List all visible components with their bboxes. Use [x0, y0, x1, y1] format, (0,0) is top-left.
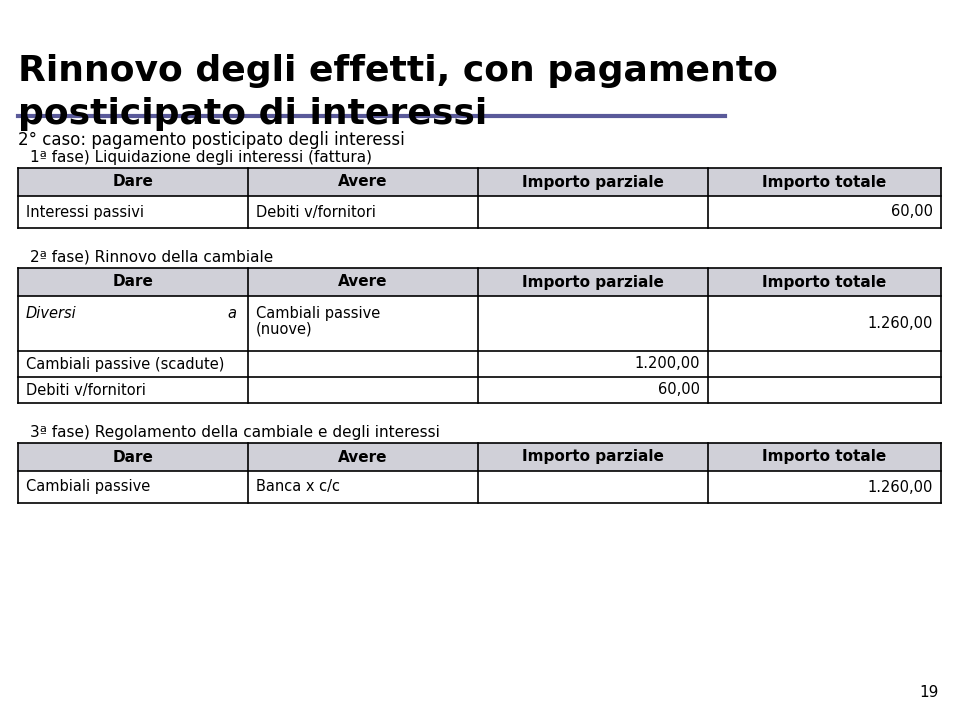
Text: 2° caso: pagamento posticipato degli interessi: 2° caso: pagamento posticipato degli int…: [18, 131, 405, 149]
Text: Avere: Avere: [339, 274, 387, 289]
Text: Importo totale: Importo totale: [762, 274, 887, 289]
Text: Avere: Avere: [339, 450, 387, 465]
Text: Dare: Dare: [112, 174, 153, 189]
Text: 3ª fase) Regolamento della cambiale e degli interessi: 3ª fase) Regolamento della cambiale e de…: [30, 425, 440, 440]
Text: Importo totale: Importo totale: [762, 174, 887, 189]
Text: 60,00: 60,00: [658, 383, 700, 398]
Text: Cambiali passive: Cambiali passive: [26, 480, 151, 495]
Text: Debiti v/fornitori: Debiti v/fornitori: [256, 204, 376, 219]
Text: Importo totale: Importo totale: [762, 450, 887, 465]
Text: posticipato di interessi: posticipato di interessi: [18, 97, 487, 131]
Bar: [18, 168, 941, 196]
Text: Dare: Dare: [112, 274, 153, 289]
Bar: [18, 443, 941, 471]
Text: Diversi: Diversi: [26, 306, 77, 321]
Text: 1ª fase) Liquidazione degli interessi (fattura): 1ª fase) Liquidazione degli interessi (f…: [30, 150, 372, 165]
Text: 2ª fase) Rinnovo della cambiale: 2ª fase) Rinnovo della cambiale: [30, 250, 273, 265]
Text: 1.260,00: 1.260,00: [868, 480, 933, 495]
Text: 1.260,00: 1.260,00: [868, 316, 933, 331]
Text: 19: 19: [920, 685, 939, 700]
Bar: [18, 268, 941, 296]
Text: 1.200,00: 1.200,00: [635, 356, 700, 371]
Text: Interessi passivi: Interessi passivi: [26, 204, 144, 219]
Text: Cambiali passive (scadute): Cambiali passive (scadute): [26, 356, 224, 371]
Text: Importo parziale: Importo parziale: [522, 450, 664, 465]
Text: Importo parziale: Importo parziale: [522, 174, 664, 189]
Text: Dare: Dare: [112, 450, 153, 465]
Text: Importo parziale: Importo parziale: [522, 274, 664, 289]
Text: Cambiali passive: Cambiali passive: [256, 306, 381, 321]
Text: Rinnovo degli effetti, con pagamento: Rinnovo degli effetti, con pagamento: [18, 54, 778, 88]
Text: (nuove): (nuove): [256, 322, 313, 337]
Text: Debiti v/fornitori: Debiti v/fornitori: [26, 383, 146, 398]
Text: 60,00: 60,00: [891, 204, 933, 219]
Text: a: a: [227, 306, 236, 321]
Text: Banca x c/c: Banca x c/c: [256, 480, 340, 495]
Text: Avere: Avere: [339, 174, 387, 189]
